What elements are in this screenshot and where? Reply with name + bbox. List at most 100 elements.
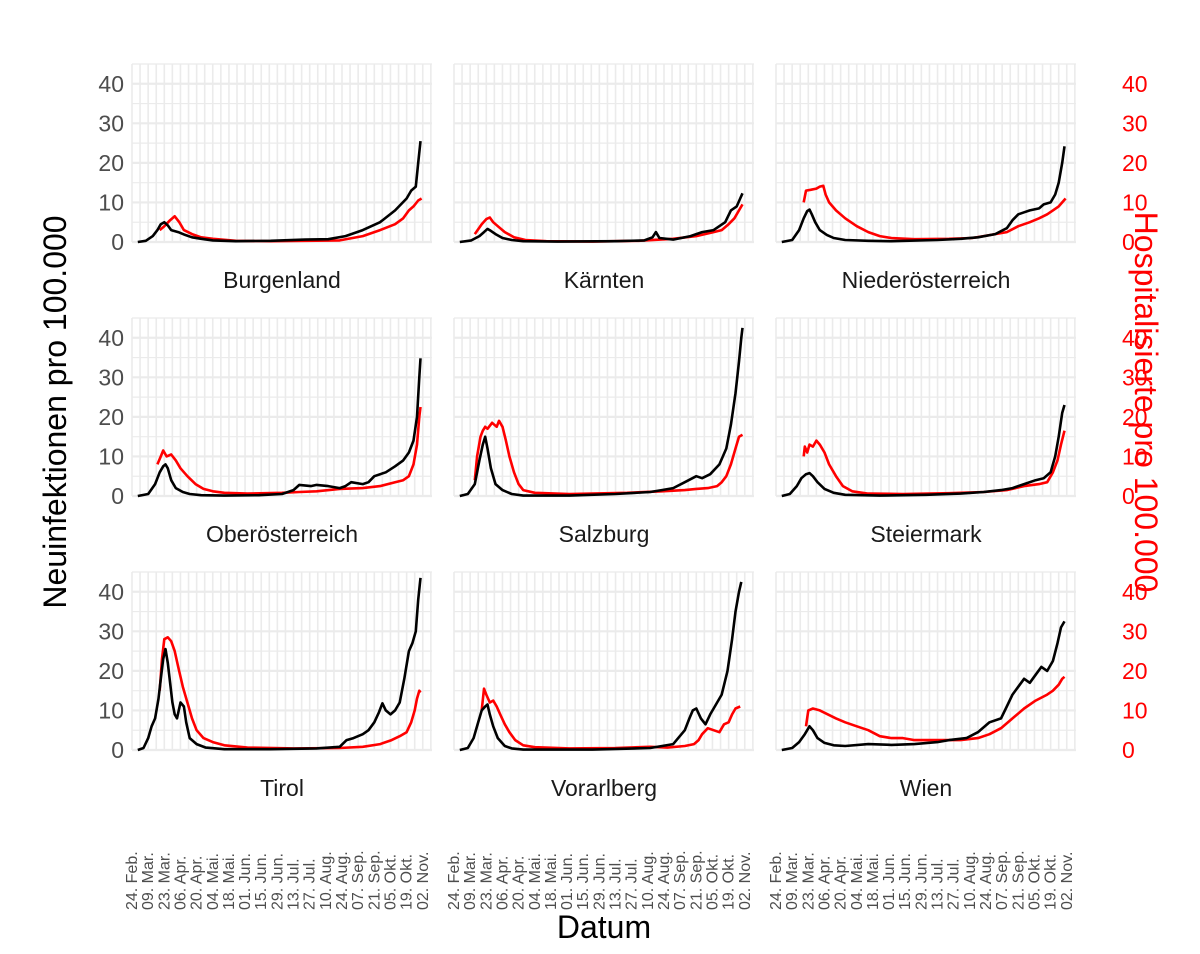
y-tick-label-left: 10 [98, 443, 124, 469]
y-tick-label-right: 0 [1122, 483, 1135, 509]
panel-wien: Wien [775, 571, 1076, 801]
x-tick-label: 24. Feb. [768, 851, 785, 910]
panel-tirol: Tirol [131, 571, 432, 801]
y-tick-label-left: 0 [111, 229, 124, 255]
facet-label: Burgenland [223, 267, 341, 293]
panel-salzburg: Salzburg [453, 317, 754, 547]
y-tick-label-right: 40 [1122, 71, 1148, 97]
axes-layer: 0 10 20 30 40 0 10 20 30 40 0 10 20 30 40 0 10 20 30 40 0 10 2… [98, 71, 1147, 910]
y-tick-label-left: 30 [98, 110, 124, 136]
x-tick-label: 07. Sep. [672, 850, 689, 910]
x-tick-label: 04. Mai. [849, 853, 866, 910]
y-tick-label-right: 30 [1122, 364, 1148, 390]
panel-niederösterreich: Niederösterreich [775, 63, 1076, 293]
panel-background [454, 318, 754, 496]
facet-label: Oberösterreich [206, 521, 358, 547]
x-tick-label: 15. Jun. [897, 853, 914, 910]
x-tick-label: 27. Jul. [624, 858, 641, 910]
facet-label: Vorarlberg [551, 775, 657, 801]
x-tick-label: 13. Jul. [286, 858, 303, 910]
y-tick-label-left: 20 [98, 150, 124, 176]
x-tick-label: 19. Okt. [399, 854, 416, 910]
x-tick-label: 24. Aug. [978, 851, 995, 910]
panel-background [454, 572, 754, 750]
y-tick-label-right: 40 [1122, 579, 1148, 605]
x-tick-label: 20. Apr. [833, 856, 850, 910]
panel-kärnten: Kärnten [453, 63, 754, 293]
series-line-neuinfektionen [781, 620, 1066, 752]
x-tick-label: 04. Mai. [205, 853, 222, 910]
panel-background [776, 318, 1076, 496]
facet-label: Tirol [260, 775, 304, 801]
series-line-hospitalisierte [802, 184, 1067, 241]
x-tick-label: 29. Jun. [591, 853, 608, 910]
x-tick-label: 21. Sep. [688, 850, 705, 910]
x-tick-label: 05. Okt. [705, 854, 722, 910]
x-tick-label: 09. Mar. [784, 852, 801, 910]
x-tick-label: 06. Apr. [495, 856, 512, 910]
y-tick-label-right: 0 [1122, 737, 1135, 763]
x-tick-label: 10. Aug. [962, 851, 979, 910]
y-axis-title-left: Neuinfektionen pro 100.000 [37, 215, 73, 608]
x-tick-label: 13. Jul. [930, 858, 947, 910]
panel-vorarlberg: Vorarlberg [453, 571, 754, 801]
x-tick-label: 07. Sep. [994, 850, 1011, 910]
panel-background [776, 572, 1076, 750]
y-tick-label-left: 40 [98, 579, 124, 605]
facet-label: Kärnten [564, 267, 645, 293]
y-tick-label-left: 40 [98, 71, 124, 97]
series-line-hospitalisierte [802, 430, 1066, 496]
x-tick-label: 27. Jul. [302, 858, 319, 910]
series-line-neuinfektionen [137, 577, 422, 752]
x-tick-label: 01. Jun. [237, 853, 254, 910]
series-line-neuinfektionen [137, 140, 422, 244]
x-tick-label: 09. Mar. [462, 852, 479, 910]
x-tick-label: 02. Nov. [737, 852, 754, 910]
panels-layer: Burgenland Kärnten Niederösterreich Oberöst… [131, 63, 1076, 801]
x-tick-label: 02. Nov. [1059, 852, 1076, 910]
series-line-neuinfektionen [137, 358, 422, 498]
x-tick-label: 24. Aug. [656, 851, 673, 910]
y-tick-label-right: 20 [1122, 658, 1148, 684]
y-tick-label-left: 0 [111, 483, 124, 509]
y-tick-label-right: 40 [1122, 325, 1148, 351]
series-line-hospitalisierte [158, 635, 422, 750]
y-tick-label-right: 30 [1122, 618, 1148, 644]
y-tick-label-right: 0 [1122, 229, 1135, 255]
x-tick-label: 09. Mar. [140, 852, 157, 910]
x-axis-title: Datum [557, 909, 651, 945]
x-tick-label: 23. Mar. [156, 852, 173, 910]
panel-oberösterreich: Oberösterreich [131, 317, 432, 547]
y-tick-label-left: 0 [111, 737, 124, 763]
x-tick-label: 10. Aug. [318, 851, 335, 910]
series-line-neuinfektionen [781, 146, 1066, 244]
x-tick-label: 02. Nov. [415, 852, 432, 910]
y-tick-label-right: 10 [1122, 443, 1148, 469]
y-tick-label-right: 20 [1122, 404, 1148, 430]
x-tick-label: 24. Feb. [446, 851, 463, 910]
facet-label: Wien [900, 775, 952, 801]
x-tick-label: 23. Mar. [800, 852, 817, 910]
y-tick-label-right: 30 [1122, 110, 1148, 136]
series-line-neuinfektionen [459, 581, 743, 752]
y-tick-label-right: 20 [1122, 150, 1148, 176]
facet-label: Salzburg [559, 521, 650, 547]
panel-background [454, 64, 754, 242]
panel-background [776, 64, 1076, 242]
panel-background [132, 318, 432, 496]
y-tick-label-right: 10 [1122, 697, 1148, 723]
x-tick-label: 29. Jun. [913, 853, 930, 910]
x-tick-label: 10. Aug. [640, 851, 657, 910]
series-line-hospitalisierte [156, 406, 422, 495]
y-tick-label-left: 10 [98, 189, 124, 215]
facet-label: Niederösterreich [842, 267, 1011, 293]
x-tick-label: 15. Jun. [575, 853, 592, 910]
x-tick-label: 06. Apr. [817, 856, 834, 910]
x-tick-label: 19. Okt. [1043, 854, 1060, 910]
y-tick-label-left: 20 [98, 658, 124, 684]
panel-steiermark: Steiermark [775, 317, 1076, 547]
y-axis-title-right: Hospitalisierte pro 100.000 [1128, 212, 1164, 593]
x-tick-label: 27. Jul. [946, 858, 963, 910]
x-tick-label: 07. Sep. [350, 850, 367, 910]
series-line-neuinfektionen [781, 404, 1066, 498]
